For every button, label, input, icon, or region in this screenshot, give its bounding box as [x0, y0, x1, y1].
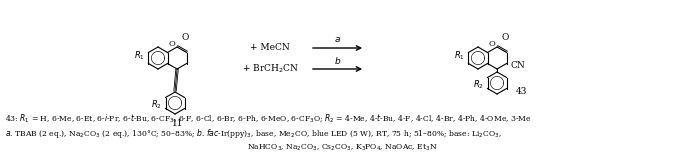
Text: O: O — [181, 33, 188, 42]
Text: $a$. TBAB (2 eq.), Na$_2$CO$_3$ (2 eq.), 130°C; 50–83%; $b$. $fac$-Ir(ppy)$_3$, : $a$. TBAB (2 eq.), Na$_2$CO$_3$ (2 eq.),… — [5, 126, 502, 139]
Text: $a$: $a$ — [334, 36, 341, 44]
Text: O: O — [501, 33, 508, 42]
Text: 43: $R_1$ = H, 6-Me, 6-Et, 6-$i$-Pr, 6-$t$-Bu, 6-CF$_3$, 6-F, 6-Cl, 6-Br, 6-Ph, : 43: $R_1$ = H, 6-Me, 6-Et, 6-$i$-Pr, 6-$… — [5, 112, 532, 124]
Text: CN: CN — [510, 61, 525, 70]
Text: O: O — [169, 40, 176, 48]
Text: $b$: $b$ — [334, 55, 341, 67]
Text: NaHCO$_3$, Na$_2$CO$_3$, Cs$_2$CO$_3$, K$_3$PO$_4$, NaOAc, Et$_3$N: NaHCO$_3$, Na$_2$CO$_3$, Cs$_2$CO$_3$, K… — [247, 143, 437, 153]
Text: + MeCN: + MeCN — [250, 43, 290, 52]
Text: 11: 11 — [173, 119, 184, 128]
Text: + BrCH$_2$CN: + BrCH$_2$CN — [242, 63, 299, 75]
Text: $R_2$: $R_2$ — [151, 99, 162, 111]
Text: O: O — [489, 40, 496, 48]
Text: $R_1$: $R_1$ — [454, 50, 465, 62]
Text: $R_1$: $R_1$ — [134, 50, 145, 62]
Text: $R_2$: $R_2$ — [473, 79, 484, 91]
Text: 43: 43 — [516, 87, 527, 96]
